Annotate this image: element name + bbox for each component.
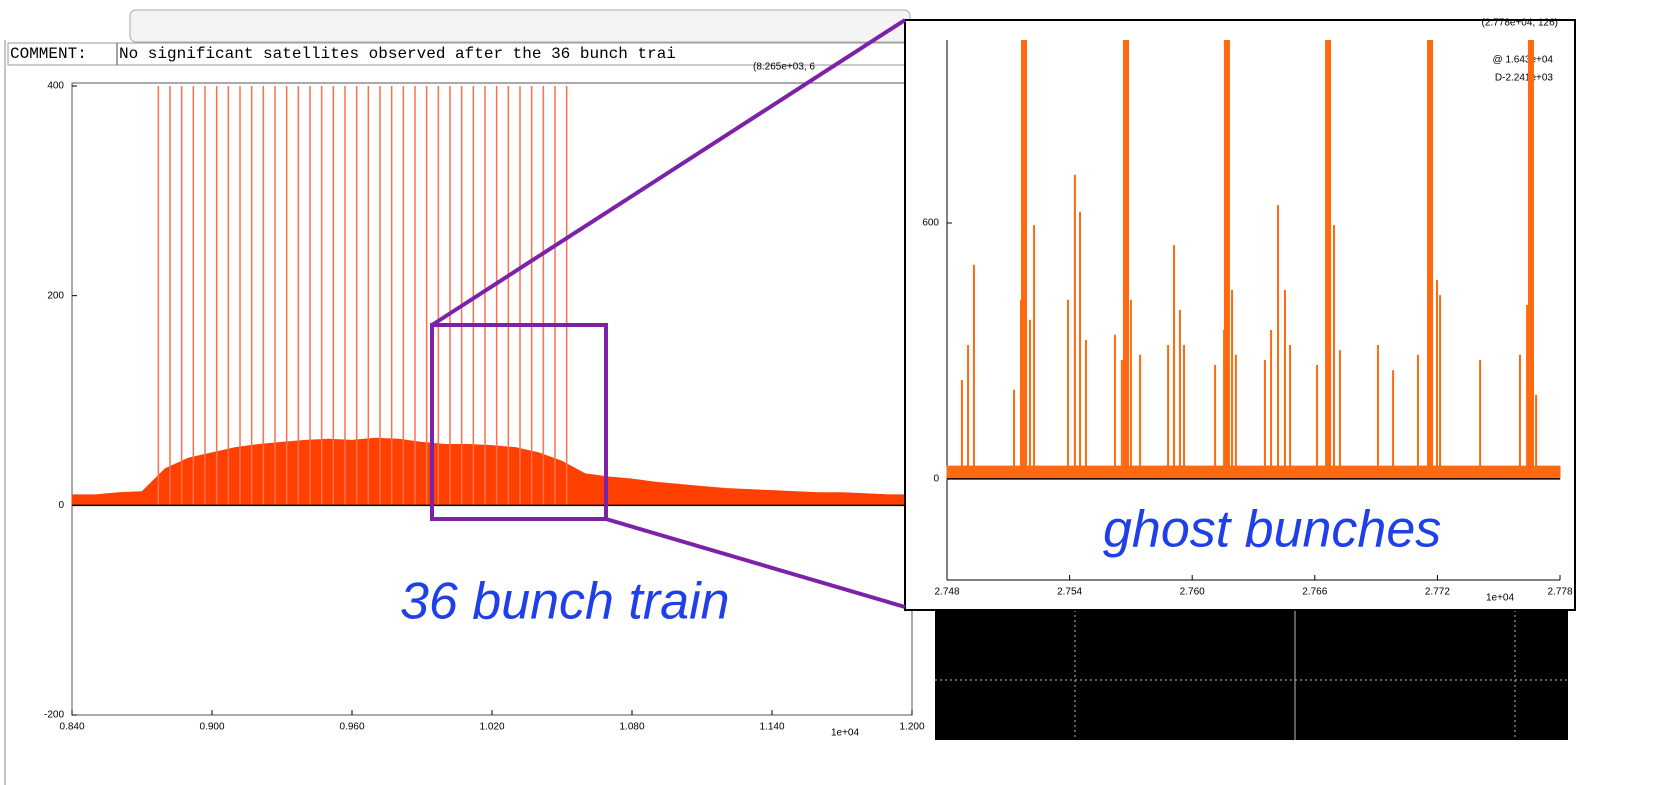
x-multiplier: 1e+04 [831, 728, 860, 739]
marker-readout: @ 1.643e+04 [1493, 55, 1554, 66]
scope-display [935, 610, 1568, 740]
zoom-line [432, 20, 905, 325]
x-tick-label: 2.772 [1425, 587, 1450, 598]
main-chart: 0.840 0.900 0.960 1.020 1.080 1.140 1.200 -200 0… [44, 62, 925, 739]
x-multiplier: 1e+04 [1486, 593, 1515, 604]
comment-label: COMMENT: [10, 45, 87, 63]
page: COMMENT: No significant satellites obser… [0, 0, 1666, 785]
cursor-readout: (2.778e+04, 126) [1482, 18, 1558, 29]
annotation: 36 bunch train [400, 573, 730, 631]
x-tick-label: 2.760 [1180, 587, 1205, 598]
x-tick-label: 1.020 [479, 722, 504, 733]
x-tick-label: 2.754 [1057, 587, 1082, 598]
delta-readout: D-2.241e+03 [1495, 73, 1554, 84]
x-tick-label: 1.200 [899, 722, 924, 733]
y-tick-label: 0 [933, 474, 939, 485]
x-tick-label: 1.080 [619, 722, 644, 733]
y-tick-label: 200 [47, 290, 64, 301]
y-tick-label: -200 [44, 710, 64, 721]
cursor-readout: (8.265e+03, 6 [753, 62, 815, 73]
toolbar [130, 10, 910, 42]
signal-area [947, 466, 1560, 479]
x-tick-label: 0.840 [59, 722, 84, 733]
comment-text: No significant satellites observed after… [119, 45, 676, 63]
y-tick-label: 400 [47, 81, 64, 92]
y-tick-label: 600 [922, 218, 939, 229]
screen: COMMENT: No significant satellites obser… [0, 0, 1666, 785]
x-tick-label: 2.766 [1302, 587, 1327, 598]
x-tick-label: 2.778 [1547, 587, 1572, 598]
y-tick-label: 0 [58, 500, 64, 511]
x-tick-label: 0.900 [199, 722, 224, 733]
signal-area [72, 438, 912, 505]
x-tick-label: 1.140 [759, 722, 784, 733]
x-tick-label: 0.960 [339, 722, 364, 733]
x-tick-label: 2.748 [934, 587, 959, 598]
annotation: ghost bunches [1103, 501, 1441, 559]
